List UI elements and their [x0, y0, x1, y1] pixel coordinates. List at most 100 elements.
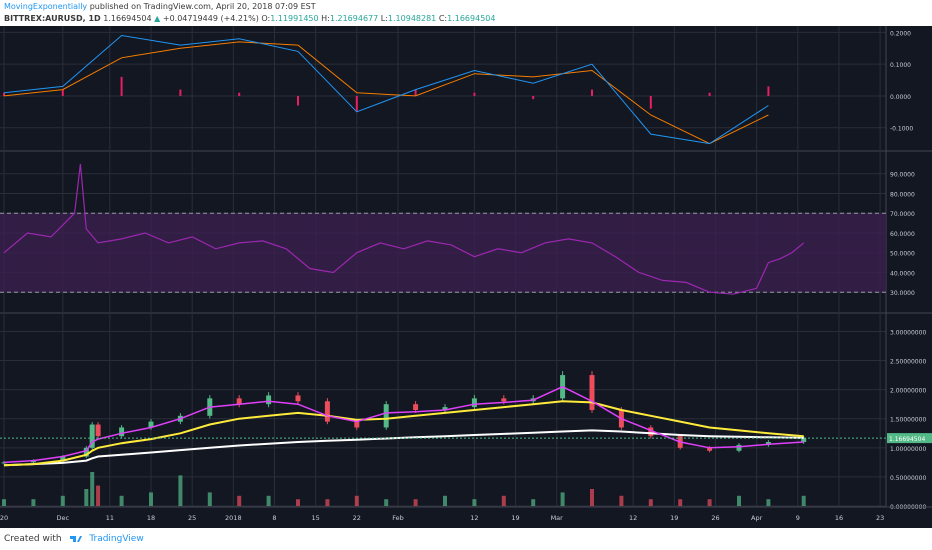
- ema-pink-line: [3, 385, 804, 464]
- candle: [354, 421, 360, 428]
- y-tick-label: 30.0000: [890, 290, 915, 297]
- volume-bar: [737, 495, 741, 506]
- volume-bar: [178, 475, 183, 506]
- close-value: 1.16694504: [447, 14, 496, 23]
- candle: [501, 398, 507, 402]
- volume-bar: [801, 495, 806, 506]
- volume-bar: [443, 495, 447, 506]
- chart-canvas[interactable]: 0.2000 0.1000 0.0000 -0.1000 90.0000 80.0000 7…: [0, 26, 932, 528]
- y-tick-label: 50.0000: [890, 251, 915, 258]
- x-tick-label: Apr: [751, 514, 763, 522]
- close-label: C:: [438, 14, 448, 23]
- tradingview-brand[interactable]: TradingView: [89, 534, 144, 544]
- volume-bar: [590, 489, 594, 506]
- candle: [83, 447, 89, 457]
- x-tick-label: 12: [629, 514, 637, 522]
- volume-bar: [648, 499, 653, 506]
- y-tick-label: 70.0000: [890, 211, 915, 218]
- y-tick-label: 0.2000: [890, 30, 911, 37]
- volume-bar: [413, 499, 418, 506]
- symbol-label: BITTREX:AURUSD, 1D: [4, 14, 101, 23]
- x-tick-label: 15: [311, 514, 319, 522]
- open-value: 1.11991450: [270, 14, 319, 23]
- candle: [801, 437, 807, 442]
- x-tick-label: 20: [0, 514, 8, 522]
- y-tick-label: 0.50000000: [890, 475, 926, 482]
- x-tick-label: 26: [711, 514, 719, 522]
- macd-line: [3, 34, 769, 145]
- candle: [295, 395, 301, 402]
- candle: [119, 427, 125, 437]
- volume-bar: [325, 499, 330, 506]
- x-tick-label: 12: [470, 514, 478, 522]
- ema-white-line: [3, 429, 804, 467]
- candle: [89, 424, 95, 448]
- x-tick-label: 19: [511, 514, 519, 522]
- x-tick-label: 23: [876, 514, 884, 522]
- volume-bar: [266, 495, 271, 506]
- y-tick-label: 60.0000: [890, 231, 915, 238]
- y-tick-label: -0.1000: [890, 126, 913, 133]
- candle: [30, 460, 36, 463]
- x-tick-label: 8: [272, 514, 276, 522]
- x-tick-label: Dec: [57, 514, 70, 522]
- volume-bar: [2, 499, 6, 506]
- ema-yellow-line: [3, 400, 804, 467]
- volume-bar: [766, 499, 771, 506]
- volume-bar: [384, 499, 389, 506]
- high-label: H:: [321, 14, 330, 23]
- volume-bar: [531, 499, 536, 506]
- y-tick-label: 1.50000000: [890, 417, 926, 424]
- high-value: 1.21694677: [329, 14, 379, 23]
- x-tick-label: Mar: [551, 514, 564, 522]
- volume-bar: [207, 492, 212, 506]
- volume-bar: [678, 499, 683, 506]
- volume-bar: [237, 495, 242, 506]
- y-tick-label: 3.00000000: [890, 329, 926, 336]
- x-tick-label: 25: [188, 514, 196, 522]
- candle: [95, 424, 101, 437]
- candle: [736, 444, 742, 451]
- y-tick-label: 40.0000: [890, 270, 915, 277]
- tradingview-logo-icon: [70, 535, 83, 542]
- footer: Created with TradingView: [4, 534, 144, 544]
- candle: [589, 375, 595, 410]
- candle: [324, 401, 330, 422]
- candle: [413, 404, 419, 410]
- x-tick-label: 11: [106, 514, 114, 522]
- y-tick-label: 0.0000: [890, 94, 911, 101]
- y-tick-label: 90.0000: [890, 172, 915, 179]
- x-tick-label: 18: [147, 514, 155, 522]
- x-tick-label: 22: [353, 514, 361, 522]
- author-link[interactable]: MovingExponentially: [4, 2, 88, 11]
- time-axis-background: [0, 506, 932, 528]
- y-tick-label: 2.50000000: [890, 359, 926, 366]
- candle: [148, 421, 154, 428]
- volume-bar: [354, 495, 359, 506]
- x-tick-label: 2018: [225, 514, 242, 522]
- candle: [442, 407, 448, 410]
- x-tick-label: 9: [796, 514, 800, 522]
- x-tick-label: Feb: [392, 514, 404, 522]
- candle: [266, 395, 272, 405]
- rsi-band: [0, 213, 886, 293]
- created-with-text: Created with: [4, 534, 62, 544]
- volume-bar: [96, 485, 101, 506]
- x-tick-label: 16: [835, 514, 843, 522]
- volume-bar: [31, 499, 36, 506]
- open-label: O:: [261, 14, 271, 23]
- price-change: +0.04719449 (+4.21%): [162, 14, 259, 23]
- candle: [236, 398, 242, 405]
- low-value: 1.10948281: [387, 14, 437, 23]
- y-tick-label: 0.1000: [890, 62, 911, 69]
- y-tick-label: 2.00000000: [890, 388, 926, 395]
- volume-bar: [707, 499, 712, 506]
- last-price-tag-label: 1.16694504: [889, 436, 925, 443]
- candle: [707, 447, 713, 451]
- volume-bar: [472, 499, 477, 506]
- volume-bar: [60, 495, 65, 506]
- volume-bar: [296, 499, 300, 506]
- macd-signal-line: [3, 41, 769, 145]
- x-tick-label: 19: [670, 514, 678, 522]
